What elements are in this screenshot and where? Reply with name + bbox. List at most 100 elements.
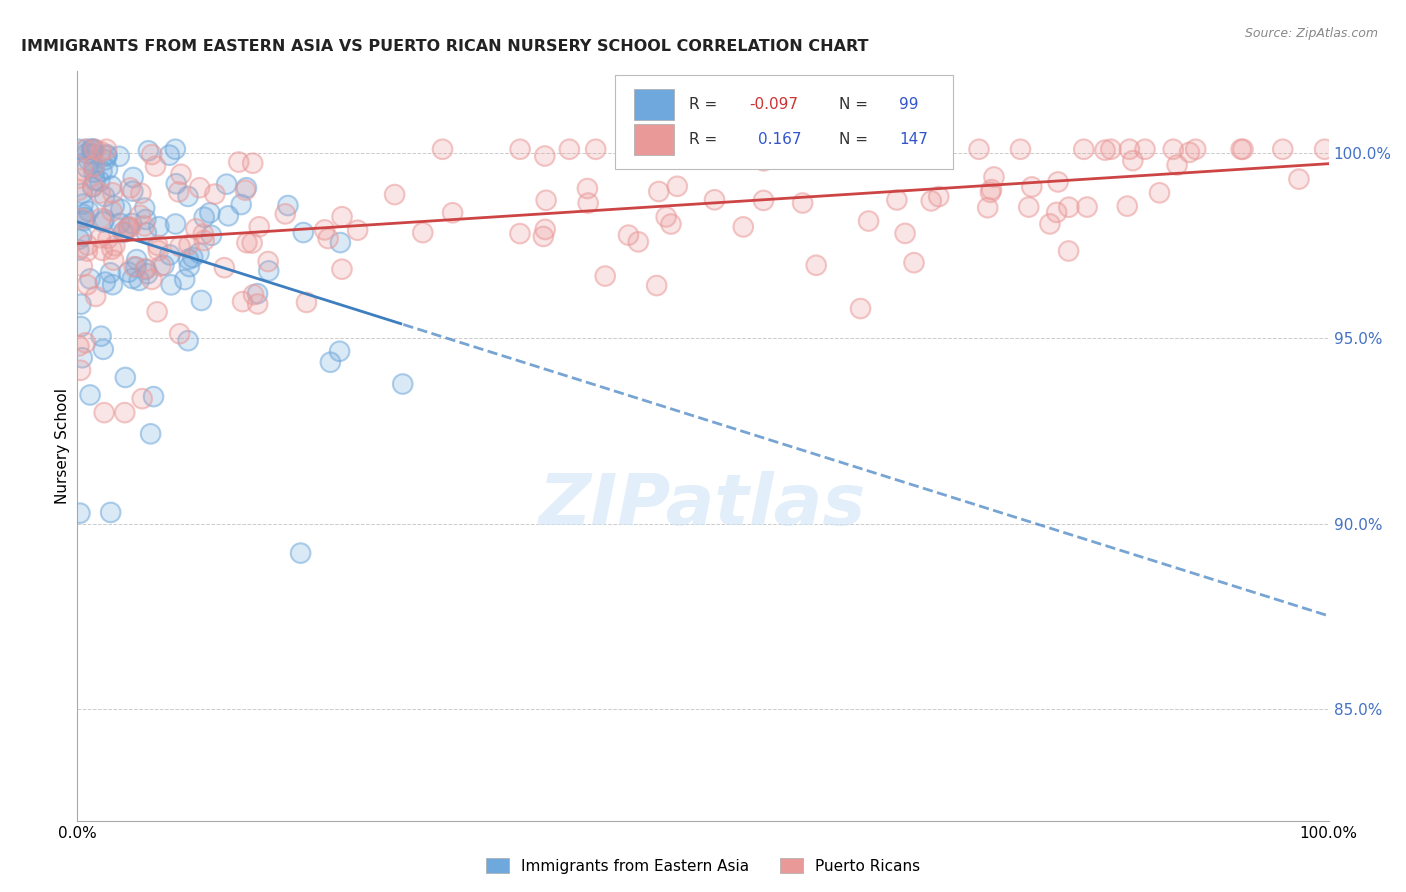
Point <box>72 197 94 211</box>
Point <box>1057 200 1080 214</box>
Point <box>177 237 200 252</box>
Point <box>979 186 1001 200</box>
Point <box>141 272 163 286</box>
Point <box>277 198 299 212</box>
Point <box>89 174 111 188</box>
Point <box>110 202 132 217</box>
Point <box>204 187 226 202</box>
Point <box>83 159 105 173</box>
Point <box>67 142 90 156</box>
Point <box>91 343 114 357</box>
Point <box>82 178 104 193</box>
Point <box>170 167 193 181</box>
Point <box>290 546 312 560</box>
Point <box>217 209 239 223</box>
Point <box>217 209 239 223</box>
Point <box>346 223 368 237</box>
Point <box>177 189 200 203</box>
Legend: Immigrants from Eastern Asia, Puerto Ricans: Immigrants from Eastern Asia, Puerto Ric… <box>479 852 927 880</box>
Point <box>70 163 93 178</box>
Point <box>79 272 101 286</box>
Point <box>165 217 187 231</box>
Point <box>97 231 120 245</box>
Point <box>165 142 187 156</box>
Point <box>1047 175 1070 189</box>
Point <box>184 222 207 236</box>
Point <box>67 243 90 257</box>
Point <box>215 177 238 191</box>
Point <box>121 271 143 285</box>
Point <box>120 220 142 235</box>
Point <box>129 186 152 201</box>
Point <box>70 297 93 311</box>
Point <box>534 222 557 236</box>
Point <box>122 260 145 274</box>
Point <box>509 227 531 241</box>
Point <box>93 189 115 203</box>
Point <box>655 210 678 224</box>
Point <box>274 207 297 221</box>
Point <box>314 223 336 237</box>
Point <box>1010 142 1032 156</box>
Point <box>319 355 342 369</box>
Point <box>624 142 647 156</box>
Point <box>585 142 607 156</box>
Point <box>169 239 191 253</box>
Point <box>148 244 170 258</box>
Point <box>125 252 148 267</box>
Point <box>96 142 118 156</box>
Point <box>114 370 136 384</box>
Point <box>128 273 150 287</box>
Point <box>228 155 250 169</box>
Point <box>980 183 1002 197</box>
Point <box>167 185 190 199</box>
Point <box>141 147 163 161</box>
Point <box>67 171 90 186</box>
Point <box>103 253 125 268</box>
Point <box>114 406 136 420</box>
Point <box>188 246 211 260</box>
Point <box>70 211 93 226</box>
Point <box>120 220 142 235</box>
Point <box>441 206 464 220</box>
Point <box>240 235 263 250</box>
Point <box>806 258 828 272</box>
Point <box>247 219 270 234</box>
Point <box>1057 244 1080 258</box>
Point <box>108 216 131 230</box>
Point <box>101 204 124 219</box>
Point <box>101 277 124 292</box>
Point <box>193 234 215 248</box>
Point <box>84 289 107 303</box>
Point <box>153 258 176 272</box>
Point <box>135 226 157 240</box>
Point <box>1133 142 1156 156</box>
Point <box>384 187 406 202</box>
Point <box>558 142 581 156</box>
Point <box>1118 142 1140 156</box>
Point <box>69 506 91 520</box>
Point <box>76 277 98 292</box>
Point <box>1094 143 1116 157</box>
Point <box>928 189 950 203</box>
Point <box>108 216 131 230</box>
Point <box>96 149 118 163</box>
Point <box>274 207 297 221</box>
Point <box>1122 153 1144 168</box>
Point <box>135 212 157 227</box>
Point <box>314 223 336 237</box>
Point <box>89 186 111 201</box>
Point <box>91 164 114 178</box>
Point <box>165 177 187 191</box>
Point <box>70 229 93 244</box>
Point <box>235 181 257 195</box>
Point <box>82 142 104 156</box>
Point <box>648 185 671 199</box>
Point <box>83 165 105 179</box>
Point <box>76 146 98 161</box>
Point <box>118 220 141 235</box>
Point <box>139 426 162 441</box>
Point <box>141 147 163 161</box>
Point <box>94 275 117 289</box>
Point <box>242 287 264 301</box>
